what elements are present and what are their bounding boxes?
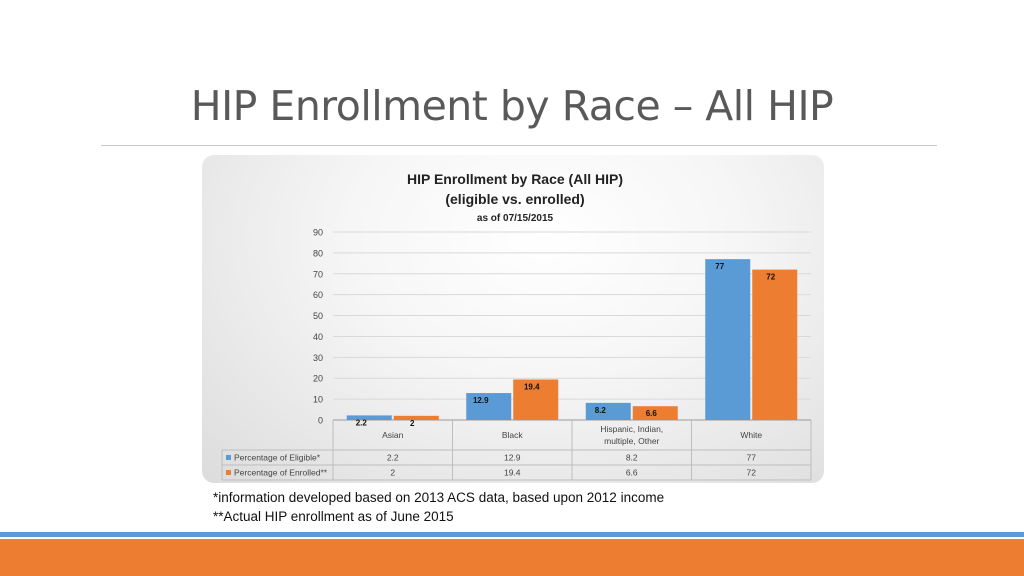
data-label: 2.2	[356, 418, 368, 427]
footer-accent-band	[0, 539, 1024, 576]
data-label: 12.9	[473, 396, 489, 405]
table-cell: 6.6	[626, 468, 638, 478]
data-label: 8.2	[595, 406, 607, 415]
y-tick-label: 40	[313, 332, 323, 342]
bar-chart: HIP Enrollment by Race (All HIP) (eligib…	[221, 171, 812, 481]
x-tick-label: Asian	[382, 430, 404, 440]
title-divider	[101, 145, 937, 146]
chart-title: HIP Enrollment by Race (All HIP)	[407, 171, 623, 187]
x-tick-label: Black	[502, 430, 524, 440]
chart-card: HIP Enrollment by Race (All HIP) (eligib…	[202, 155, 824, 483]
chart-date: as of 07/15/2015	[477, 213, 554, 224]
slide-title: HIP Enrollment by Race – All HIP	[190, 82, 834, 130]
table-cell: 12.9	[504, 453, 521, 463]
table-cell: 77	[747, 453, 757, 463]
bar-enrolled	[393, 415, 439, 420]
y-tick-label: 90	[313, 228, 323, 238]
table-cell: 8.2	[626, 453, 638, 463]
legend-label: Percentage of Enrolled**	[234, 468, 328, 478]
y-tick-label: 80	[313, 248, 323, 258]
x-tick-label: White	[740, 430, 762, 440]
bar-eligible	[346, 415, 392, 420]
bar-eligible	[466, 393, 512, 420]
footnote-enrolled: **Actual HIP enrollment as of June 2015	[213, 509, 454, 524]
legend-swatch	[226, 470, 231, 475]
y-tick-label: 20	[313, 374, 323, 384]
table-cell: 2.2	[387, 453, 399, 463]
table-cell: 19.4	[504, 468, 521, 478]
table-cell: 72	[747, 468, 757, 478]
legend-label: Percentage of Eligible*	[234, 453, 321, 463]
data-label: 6.6	[646, 409, 658, 418]
y-tick-label: 0	[318, 416, 323, 426]
chart-subtitle: (eligible vs. enrolled)	[445, 191, 584, 207]
y-tick-label: 30	[313, 353, 323, 363]
y-tick-label: 50	[313, 311, 323, 321]
footnote-eligible: *information developed based on 2013 ACS…	[213, 490, 665, 505]
bar-eligible	[585, 402, 631, 420]
legend-swatch	[226, 455, 231, 460]
x-tick-label: Hispanic, Indian, multiple, Other	[600, 424, 663, 446]
bar-enrolled	[632, 406, 678, 420]
bar-enrolled	[752, 269, 798, 420]
y-tick-label: 10	[313, 395, 323, 405]
data-label: 77	[715, 262, 724, 271]
data-label: 2	[410, 419, 415, 428]
y-tick-label: 70	[313, 269, 323, 279]
y-tick-label: 60	[313, 290, 323, 300]
footer-accent-line	[0, 532, 1024, 537]
bar-enrolled	[513, 379, 559, 420]
data-label: 72	[766, 273, 775, 282]
data-label: 19.4	[524, 382, 540, 391]
bar-eligible	[705, 259, 751, 420]
table-cell: 2	[390, 468, 395, 478]
footnotes: *information developed based on 2013 ACS…	[213, 488, 664, 526]
